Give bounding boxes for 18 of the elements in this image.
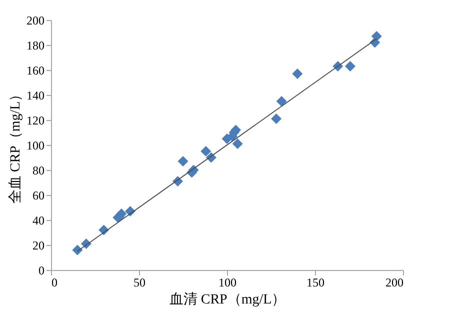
y-tick-label: 40 [32, 214, 44, 228]
x-tick-label: 100 [218, 276, 236, 290]
y-tick-label: 140 [26, 88, 44, 102]
x-tick-label: 200 [386, 276, 404, 290]
y-tick-label: 160 [26, 64, 44, 78]
y-tick-label: 60 [32, 188, 44, 202]
y-tick-label: 80 [32, 164, 44, 178]
y-tick-label: 0 [38, 264, 44, 278]
x-tick-label: 150 [306, 276, 324, 290]
y-tick-label: 200 [26, 14, 44, 28]
y-tick-label: 20 [32, 238, 44, 252]
y-tick-label: 120 [26, 114, 44, 128]
y-axis-title: 全血 CRP（mg/L） [8, 87, 24, 204]
y-tick-label: 100 [26, 138, 44, 152]
x-tick-label: 50 [134, 276, 146, 290]
y-tick-label: 180 [26, 38, 44, 52]
x-axis-title: 血清 CRP（mg/L） [169, 292, 286, 308]
x-tick-label: 0 [52, 276, 58, 290]
